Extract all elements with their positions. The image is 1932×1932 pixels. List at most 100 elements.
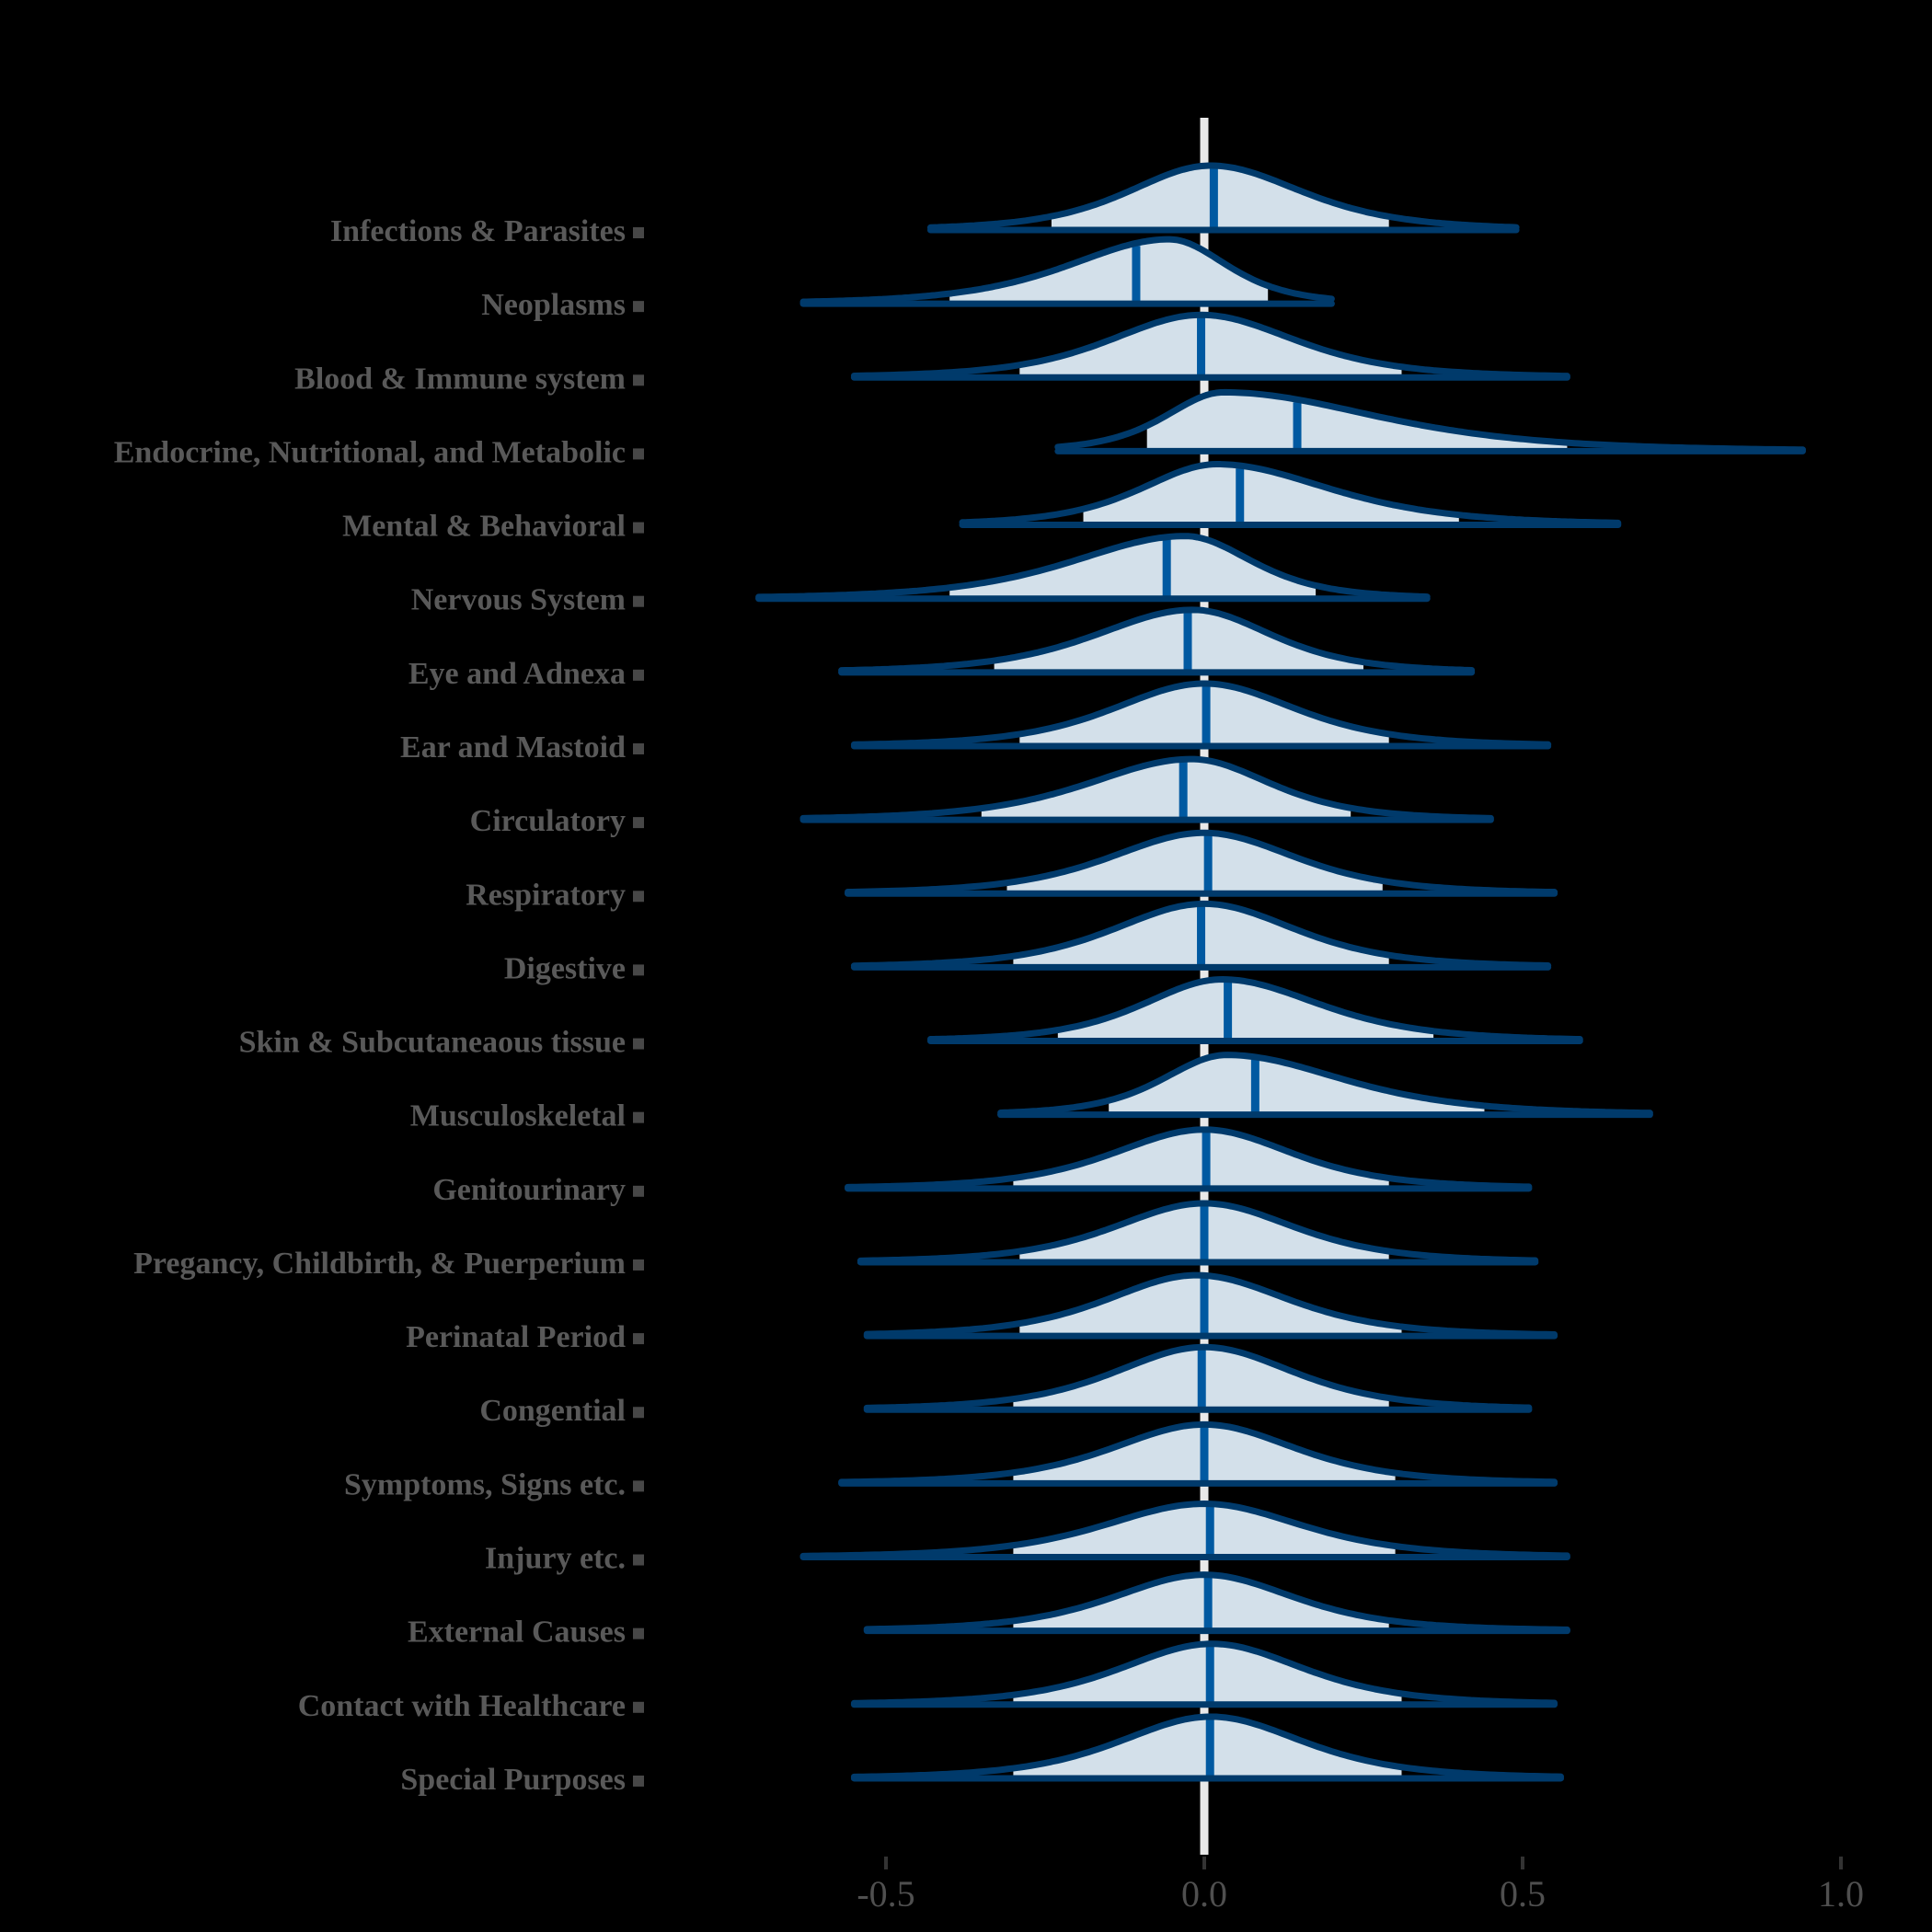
ridge-row	[838, 606, 1476, 676]
ridge-fill	[949, 535, 1317, 599]
ridge-outline	[845, 829, 1558, 896]
ridge-outline	[850, 680, 1552, 748]
y-axis-tick	[633, 1554, 644, 1566]
ridge-fill	[1006, 833, 1383, 894]
category-label: Congential	[479, 1394, 626, 1428]
category-label: Musculoskeletal	[410, 1099, 626, 1133]
category-label: Mental & Behavioral	[342, 510, 626, 544]
y-axis-tick	[633, 1627, 644, 1639]
ridge-row	[850, 1713, 1565, 1782]
y-axis-tick	[633, 1701, 644, 1713]
ridge-row	[863, 1343, 1533, 1413]
category-label: Blood & Immune system	[294, 362, 626, 396]
ridge-row	[844, 1126, 1533, 1192]
y-axis-tick	[633, 448, 644, 460]
x-axis-tick	[1202, 1857, 1206, 1869]
ridge-row	[799, 1501, 1570, 1561]
ridge-outline	[850, 311, 1570, 380]
ridge-fill	[1013, 1129, 1389, 1189]
category-label: Contact with Healthcare	[298, 1689, 626, 1723]
category-label: Special Purposes	[400, 1763, 626, 1797]
category-label: Digestive	[504, 951, 626, 985]
y-axis-tick	[633, 595, 644, 607]
y-axis-tick	[633, 817, 644, 829]
ridge-row	[799, 755, 1494, 823]
ridge-fill	[994, 609, 1363, 673]
ridge-outline	[838, 1420, 1558, 1486]
category-label: Skin & Subcutaneaous tissue	[239, 1026, 626, 1060]
x-tick-label: 1.0	[1818, 1873, 1864, 1915]
ridge-outline	[799, 1501, 1570, 1559]
ridge-outline	[863, 1271, 1558, 1338]
y-axis-tick	[633, 522, 644, 534]
ridge-row	[863, 1271, 1558, 1340]
ridge-outline	[755, 533, 1431, 601]
x-tick-label: 0.5	[1500, 1873, 1546, 1915]
ridge-outline	[959, 461, 1622, 526]
ridge-row	[863, 1571, 1570, 1635]
y-axis-tick	[633, 669, 644, 681]
category-label: Injury etc.	[485, 1542, 626, 1576]
ridge-outline	[799, 236, 1335, 305]
ridge-fill	[1109, 1054, 1485, 1115]
ridge-outline	[850, 1713, 1564, 1780]
ridge-fill	[1057, 979, 1434, 1041]
category-label: Eye and Adnexa	[408, 657, 626, 691]
ridge-outline	[863, 1571, 1570, 1633]
category-label: External Causes	[408, 1616, 626, 1650]
ridge-outline	[838, 606, 1476, 674]
y-axis-tick	[633, 1111, 644, 1123]
ridge-row	[850, 900, 1552, 971]
ridge-fill	[1013, 1574, 1389, 1631]
ridge-outline	[850, 900, 1552, 970]
y-axis-tick	[633, 742, 644, 754]
ridge-outline	[997, 1052, 1653, 1117]
category-label: Nervous System	[411, 583, 626, 617]
y-axis-tick	[633, 1259, 644, 1271]
y-axis-tick	[633, 1333, 644, 1345]
y-axis-tick	[633, 1407, 644, 1419]
ridge-row	[1054, 388, 1806, 454]
ridge-outline	[857, 1200, 1539, 1264]
category-label: Genitourinary	[432, 1173, 626, 1207]
category-label: Circulatory	[470, 804, 626, 838]
ridge-row	[844, 829, 1558, 897]
ridge-fill	[1019, 1275, 1402, 1337]
category-label: Ear and Mastoid	[400, 730, 626, 765]
x-tick-label: -0.5	[857, 1873, 914, 1915]
ridge-row	[755, 533, 1431, 603]
category-label: Respiratory	[466, 878, 626, 912]
ridge-outline	[845, 1126, 1533, 1190]
ridge-row	[850, 1640, 1558, 1708]
category-label: Symptoms, Signs etc.	[344, 1467, 626, 1501]
category-label: Perinatal Period	[406, 1320, 626, 1354]
ridge-fill	[949, 239, 1269, 305]
category-label: Infections & Parasites	[330, 214, 626, 248]
ridge-outline	[863, 1343, 1533, 1411]
x-axis-tick	[1521, 1857, 1524, 1869]
y-axis-tick	[633, 964, 644, 976]
ridge-outline	[850, 1640, 1558, 1707]
ridge-outline	[926, 162, 1520, 231]
ridge-row	[850, 680, 1552, 750]
ridge-fill	[981, 759, 1351, 821]
x-axis-tick	[884, 1857, 888, 1869]
y-axis-tick	[633, 1038, 644, 1050]
ridge-fill	[1013, 1503, 1396, 1558]
x-axis-tick	[1839, 1857, 1843, 1869]
ridge-fill	[1083, 464, 1459, 525]
x-tick-label: 0.0	[1181, 1873, 1227, 1915]
y-axis-tick	[633, 1775, 644, 1787]
y-axis-tick	[633, 227, 644, 238]
y-axis-tick	[633, 1185, 644, 1197]
ridge-row	[997, 1052, 1653, 1119]
ridge-fill	[1146, 392, 1568, 452]
ridge-row	[926, 162, 1520, 234]
y-axis-tick	[633, 374, 644, 386]
y-axis-tick	[633, 301, 644, 313]
y-axis-tick	[633, 1480, 644, 1492]
category-label: Pregancy, Childbirth, & Puerperium	[133, 1247, 626, 1281]
ridge-outline	[1054, 388, 1806, 454]
